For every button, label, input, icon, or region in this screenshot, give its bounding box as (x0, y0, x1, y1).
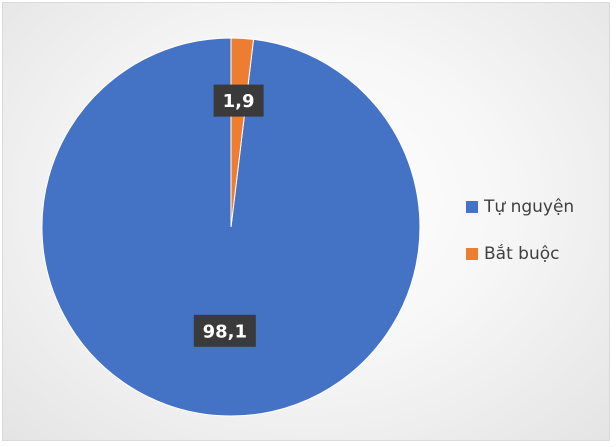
legend: Tự nguyện Bắt buộc (466, 196, 574, 290)
legend-swatch-bat-buoc (466, 248, 478, 260)
data-label-0: 98,1 (203, 321, 247, 342)
data-labels: 98,1 1,9 (193, 84, 264, 347)
legend-label-tu-nguyen: Tự nguyện (484, 197, 575, 217)
legend-item-tu-nguyen: Tự nguyện (466, 196, 574, 218)
data-label-box-1 (213, 84, 264, 117)
legend-swatch-tu-nguyen (466, 201, 478, 213)
data-label-1: 1,9 (223, 91, 255, 112)
legend-label-bat-buoc: Bắt buộc (484, 244, 560, 264)
legend-item-bat-buoc: Bắt buộc (466, 243, 574, 265)
data-label-box-0 (193, 314, 256, 347)
